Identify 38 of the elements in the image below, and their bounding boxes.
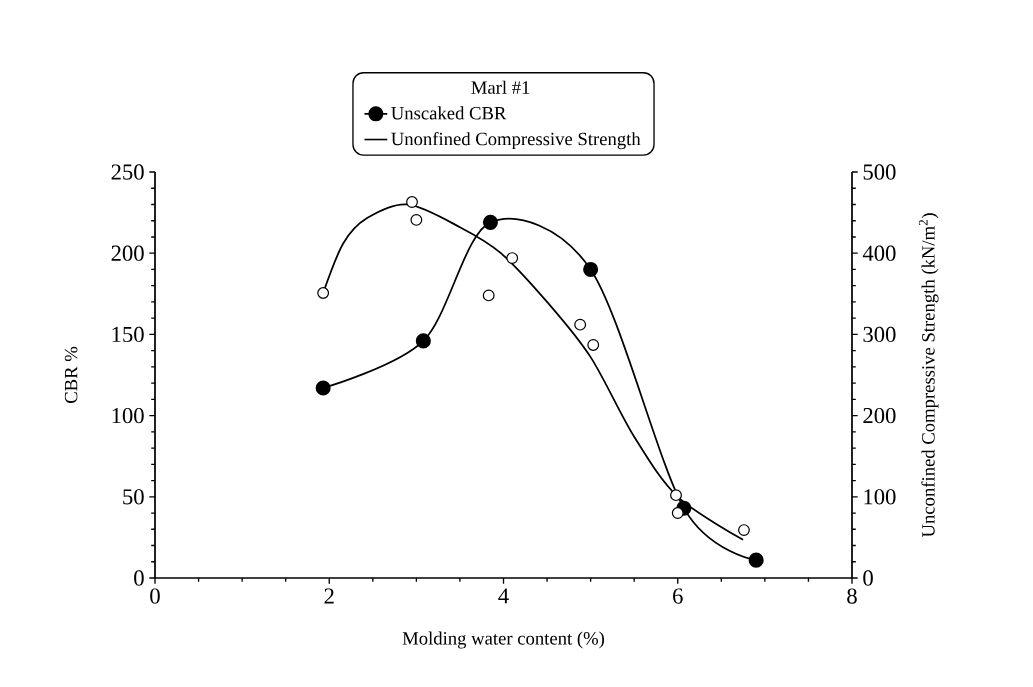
point — [738, 524, 750, 537]
point — [406, 196, 418, 208]
x-tick-label: 4 — [498, 588, 509, 604]
y-tick-label: 100 — [112, 407, 144, 424]
point — [748, 552, 764, 568]
y2-tick-label: 0 — [863, 570, 873, 586]
y2-tick-label: 500 — [863, 164, 896, 180]
y-tick-label: 250 — [111, 164, 144, 180]
point — [482, 289, 495, 302]
point — [583, 261, 599, 277]
point — [671, 507, 684, 519]
y-tick-label: 200 — [111, 245, 144, 261]
legend-label: Unscaked CBR — [391, 106, 507, 120]
point — [482, 214, 498, 230]
point — [415, 333, 431, 349]
point — [506, 252, 519, 265]
y-axis-title: CBR % — [64, 346, 78, 404]
x-tick-label: 8 — [847, 588, 857, 604]
point — [315, 380, 331, 396]
y2-tick-label: 100 — [864, 489, 896, 505]
y2-tick-label: 400 — [862, 245, 896, 261]
x-axis-title: Molding water content (%) — [402, 631, 605, 649]
y2-tick-label: 200 — [863, 407, 896, 424]
y2-tick-label: 300 — [863, 326, 896, 343]
y-tick-label: 50 — [123, 489, 144, 505]
point — [410, 213, 423, 226]
legend-title: Marl #1 — [471, 80, 530, 94]
x-tick-label: 0 — [150, 588, 160, 604]
x-tick-label: 6 — [673, 588, 683, 604]
y2-axis-title: Unconfined Compressive Strength (kN/m$^{2}$) — [918, 213, 939, 538]
y-tick-label: 150 — [112, 326, 144, 343]
point — [574, 318, 587, 331]
point — [587, 339, 600, 351]
legend-label: Unonfined Compressive Strength — [391, 131, 641, 150]
point — [317, 287, 330, 299]
point — [670, 489, 682, 502]
y-tick-label: 0 — [134, 570, 144, 586]
x-tick-label: 2 — [324, 588, 334, 604]
